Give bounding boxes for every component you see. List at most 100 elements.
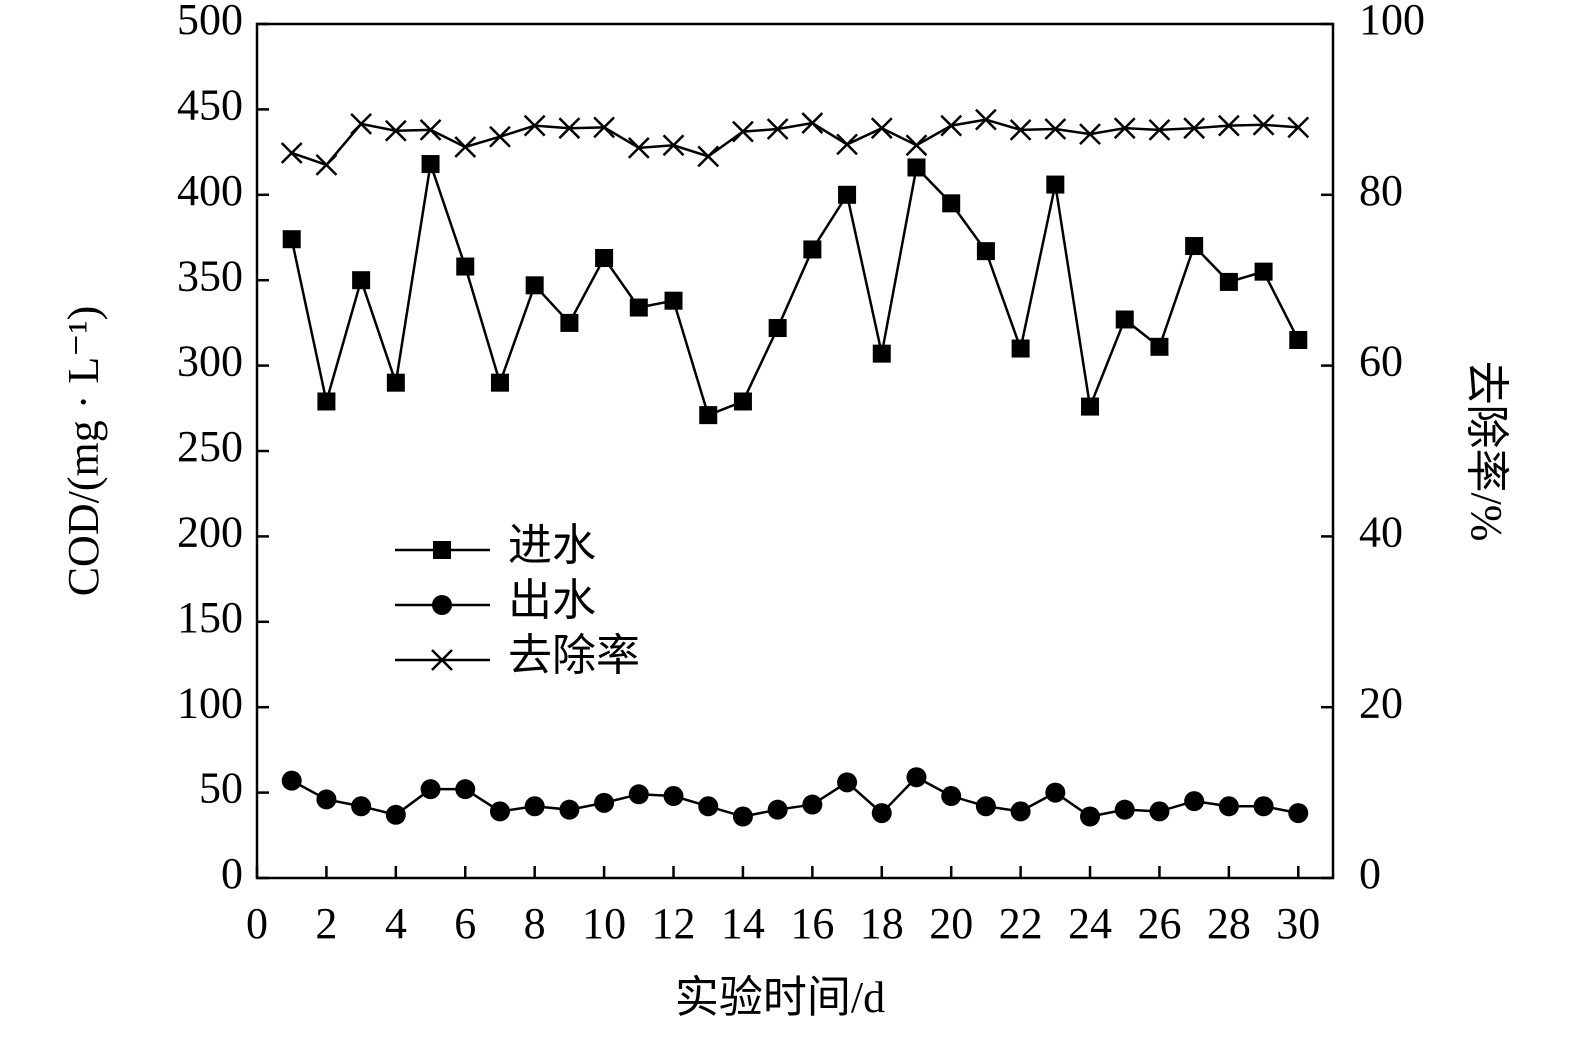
point	[697, 145, 720, 168]
series-line	[290, 163, 1300, 417]
point	[872, 344, 891, 363]
y-tick-label: 400	[177, 166, 243, 215]
point	[906, 767, 927, 788]
y-tick-label: 150	[177, 593, 243, 642]
point	[1218, 796, 1239, 817]
legend-marker	[431, 649, 453, 671]
point	[976, 242, 995, 261]
x-tick-label: 16	[790, 899, 834, 948]
point	[384, 119, 407, 142]
point	[317, 392, 336, 411]
x-tick-label: 4	[385, 899, 407, 948]
point	[1046, 175, 1065, 194]
y2-tick-label: 60	[1359, 337, 1403, 386]
y-tick-label: 350	[177, 251, 243, 300]
point	[802, 794, 823, 815]
x-tick-label: 22	[999, 899, 1043, 948]
point	[768, 319, 787, 338]
point	[905, 134, 928, 157]
legend-label: 去除率	[508, 631, 640, 680]
point	[1010, 801, 1031, 822]
legend-marker	[432, 595, 452, 615]
y2-tick-label: 0	[1359, 849, 1381, 898]
y-tick-label: 200	[177, 507, 243, 556]
point	[351, 796, 372, 817]
point	[489, 125, 511, 148]
point	[732, 120, 754, 143]
point	[975, 796, 996, 817]
point	[767, 799, 788, 820]
x-tick-label: 2	[315, 899, 337, 948]
x-tick-label: 8	[524, 899, 546, 948]
point	[315, 154, 338, 176]
legend-marker	[433, 541, 451, 559]
point	[1149, 801, 1170, 822]
point	[1252, 113, 1275, 136]
x-tick-label: 24	[1068, 899, 1112, 948]
point	[1011, 339, 1030, 358]
point	[1217, 114, 1240, 137]
series-line	[291, 775, 1299, 818]
point	[1080, 806, 1101, 827]
point	[1148, 119, 1171, 141]
point	[766, 118, 789, 140]
point	[1081, 397, 1100, 416]
point	[870, 117, 893, 140]
x-tick-label: 26	[1137, 899, 1181, 948]
point	[316, 789, 337, 810]
point	[420, 779, 441, 800]
point	[1183, 117, 1206, 140]
point	[1150, 337, 1169, 356]
y-tick-label: 100	[177, 678, 243, 727]
point	[490, 373, 509, 392]
point	[419, 119, 442, 141]
y-tick-label: 450	[177, 80, 243, 129]
point	[456, 257, 475, 276]
x-axis-label: 实验时间/d	[675, 973, 885, 1022]
point	[803, 240, 822, 259]
y2-tick-label: 100	[1359, 0, 1425, 44]
point	[593, 116, 615, 139]
point	[629, 298, 648, 317]
x-tick-label: 6	[454, 899, 476, 948]
x-tick-label: 12	[652, 899, 696, 948]
point	[281, 770, 302, 791]
point	[421, 155, 440, 174]
y-tick-label: 50	[199, 764, 243, 813]
point	[1219, 272, 1238, 291]
point	[836, 133, 858, 156]
y2-axis-label: 去除率/%	[1462, 361, 1511, 542]
x-tick-label: 28	[1207, 899, 1251, 948]
point	[280, 142, 303, 164]
point	[454, 136, 477, 158]
y2-tick-label: 80	[1359, 166, 1403, 215]
y-tick-label: 250	[177, 422, 243, 471]
point	[1115, 310, 1134, 329]
point	[664, 291, 683, 310]
point	[1079, 123, 1101, 146]
point	[628, 784, 649, 805]
point	[942, 194, 961, 213]
point	[698, 796, 719, 817]
point	[1289, 330, 1308, 349]
point	[1254, 262, 1273, 281]
point	[594, 792, 615, 813]
point	[386, 373, 405, 392]
point	[352, 271, 371, 290]
point	[1288, 803, 1309, 824]
y2-tick-label: 40	[1359, 507, 1403, 556]
point	[663, 786, 684, 807]
y-tick-label: 500	[177, 0, 243, 44]
point	[1253, 796, 1274, 817]
point	[1045, 782, 1066, 803]
point	[560, 313, 579, 332]
point	[524, 796, 545, 817]
point	[455, 779, 476, 800]
point	[558, 117, 581, 140]
point	[1044, 118, 1067, 140]
point	[627, 136, 650, 159]
point	[525, 276, 544, 295]
legend-label: 进水	[508, 521, 596, 570]
point	[940, 114, 963, 137]
series-line	[291, 118, 1299, 167]
